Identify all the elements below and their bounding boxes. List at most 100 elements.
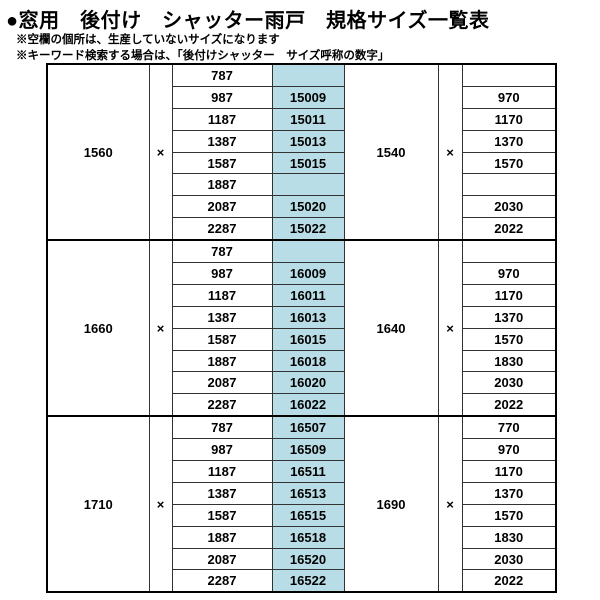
- table-row: 2087 16520 2030: [47, 547, 557, 571]
- table-row: 1660 × 787 1640 ×: [46, 239, 557, 417]
- table-row: 1587 15015 1570: [47, 151, 557, 175]
- shutter-height-cell: 2022: [461, 569, 557, 593]
- shutter-height-cell: [461, 173, 557, 197]
- height-cell: 1690: [343, 415, 439, 593]
- table-row: 1887 16518 1830: [47, 525, 557, 549]
- shutter-height-cell: [461, 239, 557, 264]
- shutter-height-cell: 2030: [461, 371, 557, 395]
- size-code-cell: 15009: [271, 85, 345, 109]
- shutter-height-cell: 2022: [461, 217, 557, 241]
- shutter-height-cell: 2030: [461, 547, 557, 571]
- size-code-cell: 15013: [271, 129, 345, 153]
- table-row: 1587 16515 1570: [47, 503, 557, 527]
- table-row: 987 15009 970: [47, 85, 557, 109]
- note-blank-cells: ※空欄の個所は、生産していないサイズになります: [16, 34, 280, 46]
- opening-size-cell: 1887: [171, 173, 273, 197]
- size-code-cell: 15022: [271, 217, 345, 241]
- size-code-cell: 16509: [271, 438, 345, 462]
- table-row: 987 16009 970: [47, 262, 557, 285]
- size-code-cell: [271, 239, 345, 264]
- size-code-cell: 16515: [271, 503, 345, 527]
- shutter-height-cell: 1830: [461, 525, 557, 549]
- size-code-cell: 16018: [271, 349, 345, 373]
- opening-size-cell: 1187: [171, 283, 273, 307]
- opening-size-cell: 2087: [171, 195, 273, 219]
- times-sign: ×: [148, 415, 173, 593]
- table-row: 1387 15013 1370: [47, 129, 557, 153]
- times-sign: ×: [148, 239, 173, 417]
- size-code-cell: 16518: [271, 525, 345, 549]
- size-code-cell: [271, 63, 345, 87]
- note-keyword-search: ※キーワード検索する場合は、「後付けシャッター サイズ呼称の数字」: [16, 50, 390, 62]
- opening-size-cell: 1187: [171, 107, 273, 131]
- table-row: 1387 16513 1370: [47, 481, 557, 505]
- opening-size-cell: 1587: [171, 503, 273, 527]
- shutter-height-cell: 1570: [461, 503, 557, 527]
- size-code-cell: 16522: [271, 569, 345, 593]
- opening-size-cell: 2287: [171, 217, 273, 241]
- shutter-height-cell: 1170: [461, 107, 557, 131]
- size-code-cell: 16513: [271, 481, 345, 505]
- opening-size-cell: 787: [171, 63, 273, 87]
- opening-size-cell: 987: [171, 262, 273, 285]
- shutter-height-cell: 2030: [461, 195, 557, 219]
- table-row: 2287 16022 2022: [47, 393, 557, 417]
- opening-size-cell: 2287: [171, 569, 273, 593]
- table-row: 2287 16522 2022: [47, 569, 557, 593]
- opening-size-cell: 2087: [171, 371, 273, 395]
- shutter-height-cell: 970: [461, 262, 557, 285]
- opening-size-cell: 2287: [171, 393, 273, 417]
- size-code-cell: 16511: [271, 460, 345, 483]
- opening-size-cell: 1887: [171, 525, 273, 549]
- size-code-cell: 16015: [271, 327, 345, 351]
- height-cell: 1540: [343, 64, 439, 241]
- width-cell: 1660: [46, 239, 150, 417]
- shutter-height-cell: 1170: [461, 283, 557, 307]
- table-row: 1887: [47, 173, 557, 197]
- size-code-cell: 16507: [271, 415, 345, 440]
- table-row: 2087 15020 2030: [47, 195, 557, 219]
- table-row: 1187 16011 1170: [47, 283, 557, 307]
- size-code-cell: 16020: [271, 371, 345, 395]
- opening-size-cell: 1587: [171, 327, 273, 351]
- opening-size-cell: 2087: [171, 547, 273, 571]
- width-cell: 1560: [46, 64, 150, 241]
- shutter-height-cell: 1830: [461, 349, 557, 373]
- shutter-height-cell: 1570: [461, 151, 557, 175]
- shutter-height-cell: [461, 63, 557, 87]
- shutter-height-cell: 1570: [461, 327, 557, 351]
- opening-size-cell: 1387: [171, 129, 273, 153]
- opening-size-cell: 1887: [171, 349, 273, 373]
- times-sign: ×: [437, 415, 463, 593]
- table-row: 987 16509 970: [47, 438, 557, 462]
- opening-size-cell: 987: [171, 438, 273, 462]
- table-row: 2287 15022 2022: [47, 217, 557, 241]
- shutter-height-cell: 1370: [461, 305, 557, 329]
- shutter-height-cell: 2022: [461, 393, 557, 417]
- shutter-height-cell: 1370: [461, 129, 557, 153]
- shutter-height-cell: 970: [461, 438, 557, 462]
- height-cell: 1640: [343, 239, 439, 417]
- table-row: 1387 16013 1370: [47, 305, 557, 329]
- shutter-height-cell: 970: [461, 85, 557, 109]
- times-sign: ×: [437, 239, 463, 417]
- table-row: 1187 16511 1170: [47, 460, 557, 483]
- shutter-height-cell: 1170: [461, 460, 557, 483]
- size-code-cell: 16009: [271, 262, 345, 285]
- opening-size-cell: 1587: [171, 151, 273, 175]
- width-cell: 1710: [46, 415, 150, 593]
- opening-size-cell: 1387: [171, 305, 273, 329]
- opening-size-cell: 987: [171, 85, 273, 109]
- shutter-height-cell: 770: [461, 415, 557, 440]
- table-row: 1887 16018 1830: [47, 349, 557, 373]
- size-code-cell: 16013: [271, 305, 345, 329]
- size-code-cell: 16011: [271, 283, 345, 307]
- page-title: ●窓用 後付け シャッター雨戸 規格サイズ一覧表: [6, 10, 490, 32]
- size-code-cell: 16022: [271, 393, 345, 417]
- table-row: 2087 16020 2030: [47, 371, 557, 395]
- size-code-cell: 15011: [271, 107, 345, 131]
- table-row: 1560 × 787 1540 ×: [46, 63, 557, 241]
- opening-size-cell: 787: [171, 415, 273, 440]
- size-code-cell: 15020: [271, 195, 345, 219]
- times-sign: ×: [437, 64, 463, 241]
